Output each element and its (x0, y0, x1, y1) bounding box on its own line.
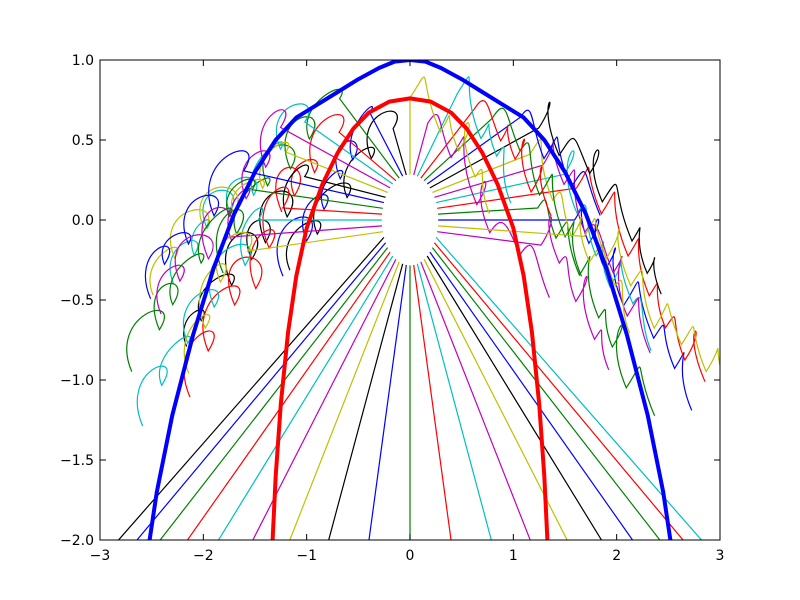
x-tick-label: −2 (193, 548, 214, 564)
trajectory-line (423, 259, 568, 540)
trajectory-line (289, 261, 400, 540)
trajectory-line (215, 88, 400, 274)
trajectory-line (420, 261, 531, 540)
x-tick-label: 1 (509, 548, 518, 564)
trajectory-line (252, 259, 397, 540)
y-tick-label: −0.5 (60, 293, 94, 309)
y-tick-label: 0.0 (72, 213, 94, 229)
trajectory-line (429, 251, 634, 540)
x-tick-label: −3 (90, 548, 111, 564)
trajectory-line (409, 76, 491, 214)
trajectory-line (117, 237, 385, 540)
trajectory-line (420, 100, 552, 217)
axes-layer: −3 −2 −1 0 1 2 3 1.0 0.5 0.0 −0.5 −1.0 −1.5 −2.0 (60, 53, 724, 564)
x-tick-label: 2 (612, 548, 621, 564)
trajectory-line (413, 264, 452, 540)
trajectory-line (416, 263, 492, 540)
trajectory-line (156, 206, 383, 315)
x-tick-label: −1 (296, 548, 317, 564)
trajectory-line (136, 242, 387, 540)
y-tick-label: −1.0 (60, 373, 94, 389)
trajectory-line (426, 255, 603, 540)
trajectory-line (217, 255, 394, 540)
series-layer (147, 60, 673, 540)
trajectory-line (227, 109, 391, 242)
x-tick-label: 3 (716, 548, 725, 564)
trajectory-line (144, 150, 385, 300)
trajectory-line (437, 166, 706, 382)
series-line-1 (147, 60, 673, 540)
trajectory-line (429, 101, 662, 295)
trajectory-line (432, 138, 631, 334)
center-ellipse (383, 176, 437, 264)
y-tick-label: 0.5 (72, 133, 94, 149)
y-tick-label: −1.5 (60, 453, 94, 469)
trajectory-line (435, 237, 703, 540)
trajectory-line (413, 113, 550, 298)
trajectory-line (437, 216, 610, 371)
trajectory-line (368, 264, 407, 540)
trajectory-line (431, 247, 661, 540)
trajectory-line (328, 263, 404, 540)
y-tick-label: 1.0 (72, 53, 94, 69)
trajectory-line (186, 251, 391, 540)
trajectory-line (433, 242, 684, 540)
y-tick-label: −2.0 (60, 533, 94, 549)
trajectory-line (159, 247, 389, 540)
trajectory-line (416, 76, 512, 204)
series-line-2 (270, 96, 550, 540)
trajectory-line (437, 199, 656, 417)
trajectory-line (437, 218, 720, 373)
trajectory-lines (117, 76, 720, 540)
trajectory-line (285, 110, 407, 271)
axes-border (99, 59, 721, 541)
x-tick-label: 0 (406, 548, 415, 564)
trajectory-line (426, 109, 601, 216)
